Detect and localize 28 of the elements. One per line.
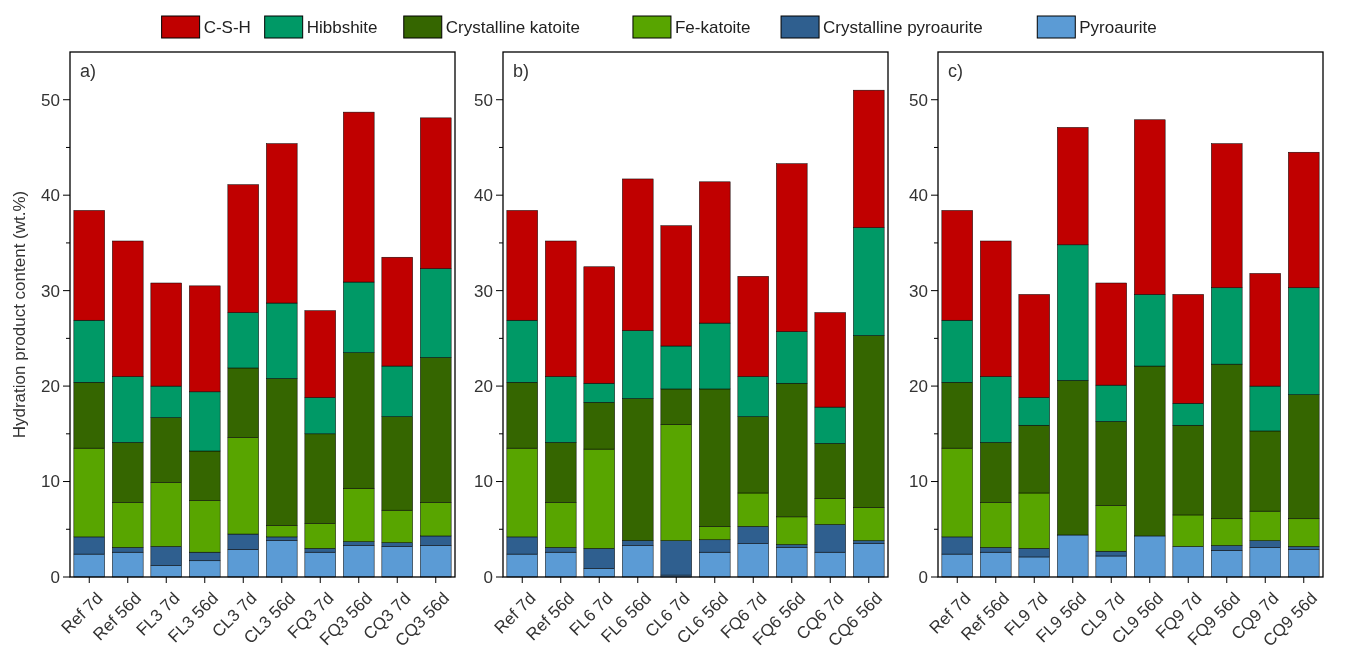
y-tick-label: 20 bbox=[909, 377, 928, 397]
y-tick-label: 40 bbox=[41, 186, 60, 206]
y-tick-label: 50 bbox=[41, 90, 60, 110]
y-tick-label: 0 bbox=[50, 567, 60, 587]
y-tick-label: 30 bbox=[41, 281, 60, 301]
y-tick-label: 0 bbox=[918, 567, 928, 587]
y-tick-label: 20 bbox=[41, 377, 60, 397]
text: c) bbox=[948, 61, 963, 81]
legend-label: C-S-H bbox=[203, 17, 251, 37]
legend-label: Pyroaurite bbox=[1079, 17, 1157, 37]
y-tick-label: 30 bbox=[909, 281, 928, 301]
legend-label: Crystalline katoite bbox=[445, 17, 580, 37]
y-tick-label: 40 bbox=[474, 186, 493, 206]
y-axis-title: Hydration product content (wt.%) bbox=[10, 190, 29, 439]
y-tick-label: 0 bbox=[483, 567, 493, 587]
y-tick-label: 20 bbox=[474, 377, 493, 397]
legend-label: Crystalline pyroaurite bbox=[823, 17, 983, 37]
y-tick-label: 10 bbox=[909, 472, 928, 492]
text: a) bbox=[80, 61, 97, 81]
legend-label: Fe-katoite bbox=[674, 17, 751, 37]
y-tick-label: 10 bbox=[474, 472, 493, 492]
y-tick-label: 50 bbox=[474, 90, 493, 110]
y-tick-label: 30 bbox=[474, 281, 493, 301]
y-tick-label: 10 bbox=[41, 472, 60, 492]
legend-label: Hibbshite bbox=[306, 17, 378, 37]
text: b) bbox=[513, 61, 530, 81]
y-tick-label: 50 bbox=[909, 90, 928, 110]
y-tick-label: 40 bbox=[909, 186, 928, 206]
